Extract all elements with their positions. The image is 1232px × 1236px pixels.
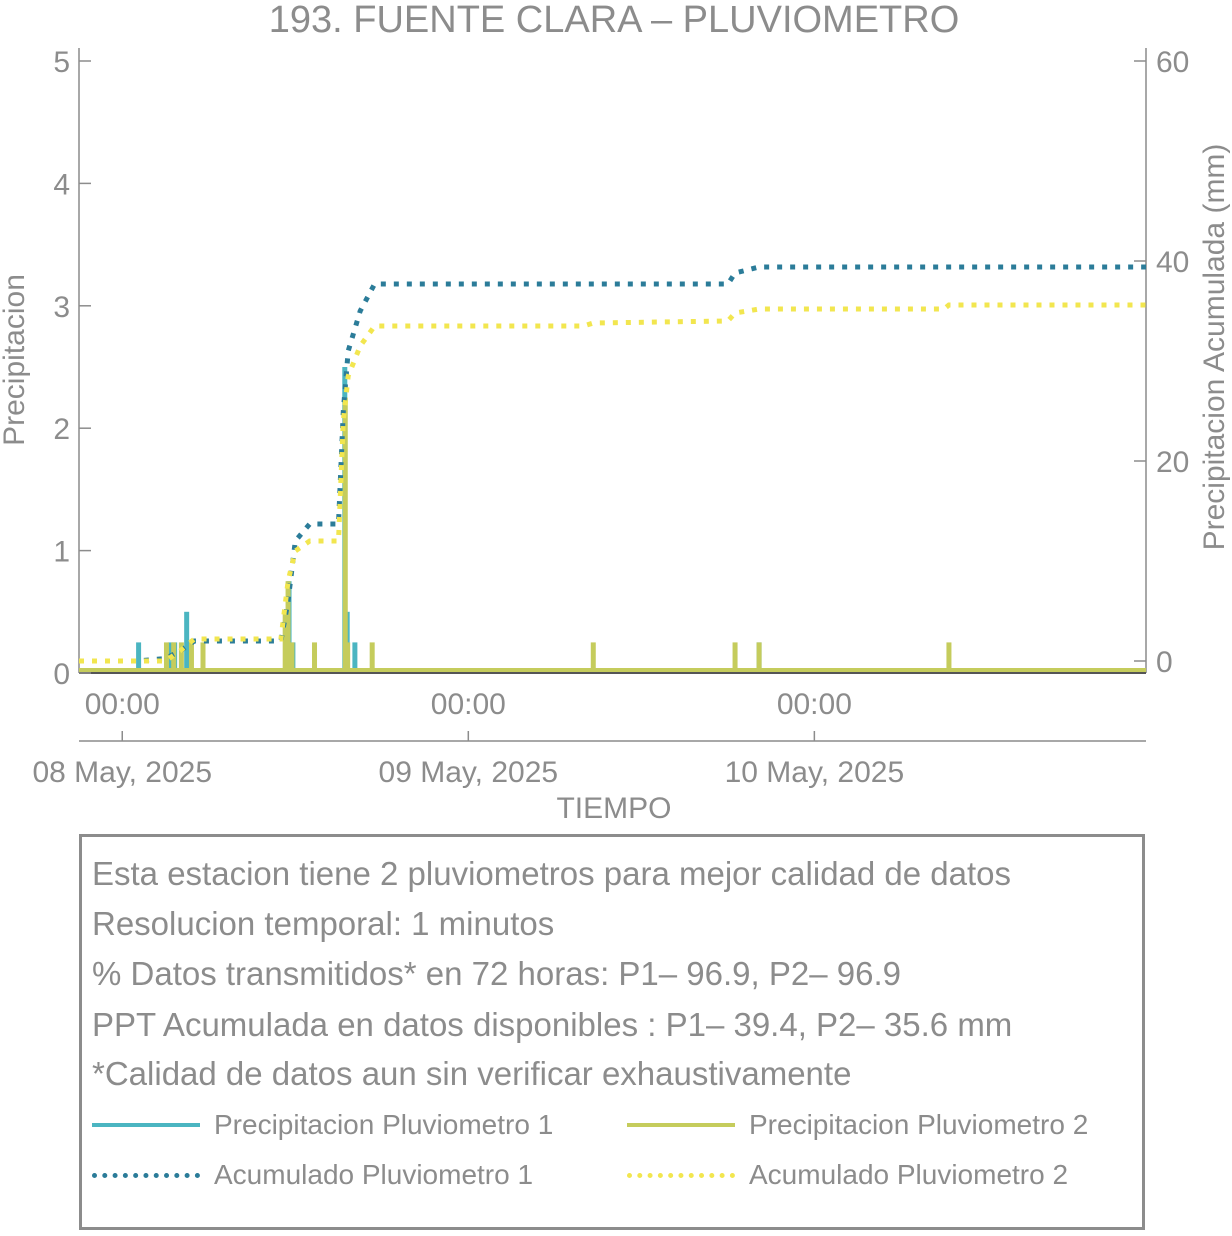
y-tick-label: 1: [53, 536, 70, 569]
precip-bar: [289, 642, 295, 670]
precip-bar: [200, 642, 206, 670]
precip-bar: [369, 642, 375, 670]
precip-p1-bars: [79, 367, 1146, 672]
precip-bar: [178, 642, 184, 670]
cumulative-line: [79, 264, 1146, 664]
x-axis-ticks: 00:00 08 May, 2025 00:00 09 May, 2025 00:00 1…: [32, 688, 904, 789]
y2-axis-label: Precipitacion Acumulada (mm): [1198, 144, 1231, 551]
legend-label-precip-p2: Precipitacion Pluviometro 2: [749, 1109, 1089, 1140]
legend-label-precip-p1: Precipitacion Pluviometro 1: [214, 1109, 554, 1140]
x-tick-date-label: 08 May, 2025: [32, 756, 212, 789]
legend-swatch-precip-p1: [92, 1123, 200, 1127]
x-tick-time-label: 00:00: [777, 688, 852, 721]
precip-bar: [342, 397, 348, 670]
precip-bar: [732, 642, 738, 670]
y-tick-label: 2: [53, 413, 70, 446]
x-tick-time-label: 00:00: [431, 688, 506, 721]
info-line-transmitted: % Datos transmitidos* en 72 horas: P1– 9…: [92, 955, 901, 992]
precip-p2-bars: [79, 397, 1146, 672]
cumulative-lines: [79, 264, 1146, 664]
legend-item-cum-p1: Acumulado Pluviometro 1: [92, 1159, 533, 1191]
info-line-quality: *Calidad de datos aun sin verificar exha…: [92, 1055, 852, 1092]
cumulative-line: [79, 302, 1146, 664]
y-tick-label: 4: [53, 168, 70, 201]
legend-item-cum-p2: Acumulado Pluviometro 2: [627, 1159, 1068, 1191]
y-axis-label: Precipitacion: [0, 274, 31, 446]
chart-title: 193. FUENTE CLARA – PLUVIOMETRO: [269, 0, 960, 41]
precip-bar: [282, 611, 288, 670]
y2-tick-label: 40: [1156, 246, 1189, 279]
y2-axis-ticks: 0 20 40 60: [1134, 46, 1189, 679]
y2-tick-label: 20: [1156, 446, 1189, 479]
legend-swatch-cum-p1: [92, 1172, 200, 1178]
precip-bar: [345, 642, 351, 670]
y2-tick-label: 0: [1156, 646, 1173, 679]
precip-bar: [946, 642, 952, 670]
precip-bar: [352, 642, 358, 670]
precip-bar: [163, 642, 169, 670]
precip-bar: [285, 581, 291, 670]
y-tick-label: 5: [53, 46, 70, 79]
chart: 193. FUENTE CLARA – PLUVIOMETRO 0 1 2 3 4 5 0…: [0, 0, 1231, 825]
x-tick-time-label: 00:00: [85, 688, 160, 721]
precip-bar: [136, 642, 142, 670]
plot-frame: [78, 48, 1147, 742]
x-tick-date-label: 09 May, 2025: [379, 756, 559, 789]
precip-bar: [184, 611, 190, 670]
precip-bar: [590, 642, 596, 670]
legend-swatch-precip-p2: [627, 1123, 735, 1127]
precip-bar: [188, 642, 194, 670]
legend-swatch-cum-p2: [627, 1172, 735, 1178]
info-line-accumulated: PPT Acumulada en datos disponibles : P1–…: [92, 1006, 1013, 1043]
info-box: Esta estacion tiene 2 pluviometros para …: [79, 834, 1145, 1230]
legend-item-precip-p2: Precipitacion Pluviometro 2: [627, 1109, 1088, 1141]
info-line-stations: Esta estacion tiene 2 pluviometros para …: [92, 855, 1012, 892]
precip-bar: [756, 642, 762, 670]
legend-item-precip-p1: Precipitacion Pluviometro 1: [92, 1109, 553, 1141]
x-tick-date-label: 10 May, 2025: [725, 756, 905, 789]
precip-bar: [312, 642, 318, 670]
legend-label-cum-p2: Acumulado Pluviometro 2: [749, 1159, 1069, 1190]
y-tick-label: 3: [53, 291, 70, 324]
y2-tick-label: 60: [1156, 46, 1189, 79]
y-tick-label: 0: [53, 658, 70, 691]
legend-label-cum-p1: Acumulado Pluviometro 1: [214, 1159, 534, 1190]
y-axis-ticks: 0 1 2 3 4 5: [53, 46, 91, 691]
x-axis-label: TIEMPO: [556, 792, 671, 825]
info-line-resolution: Resolucion temporal: 1 minutos: [92, 905, 555, 942]
